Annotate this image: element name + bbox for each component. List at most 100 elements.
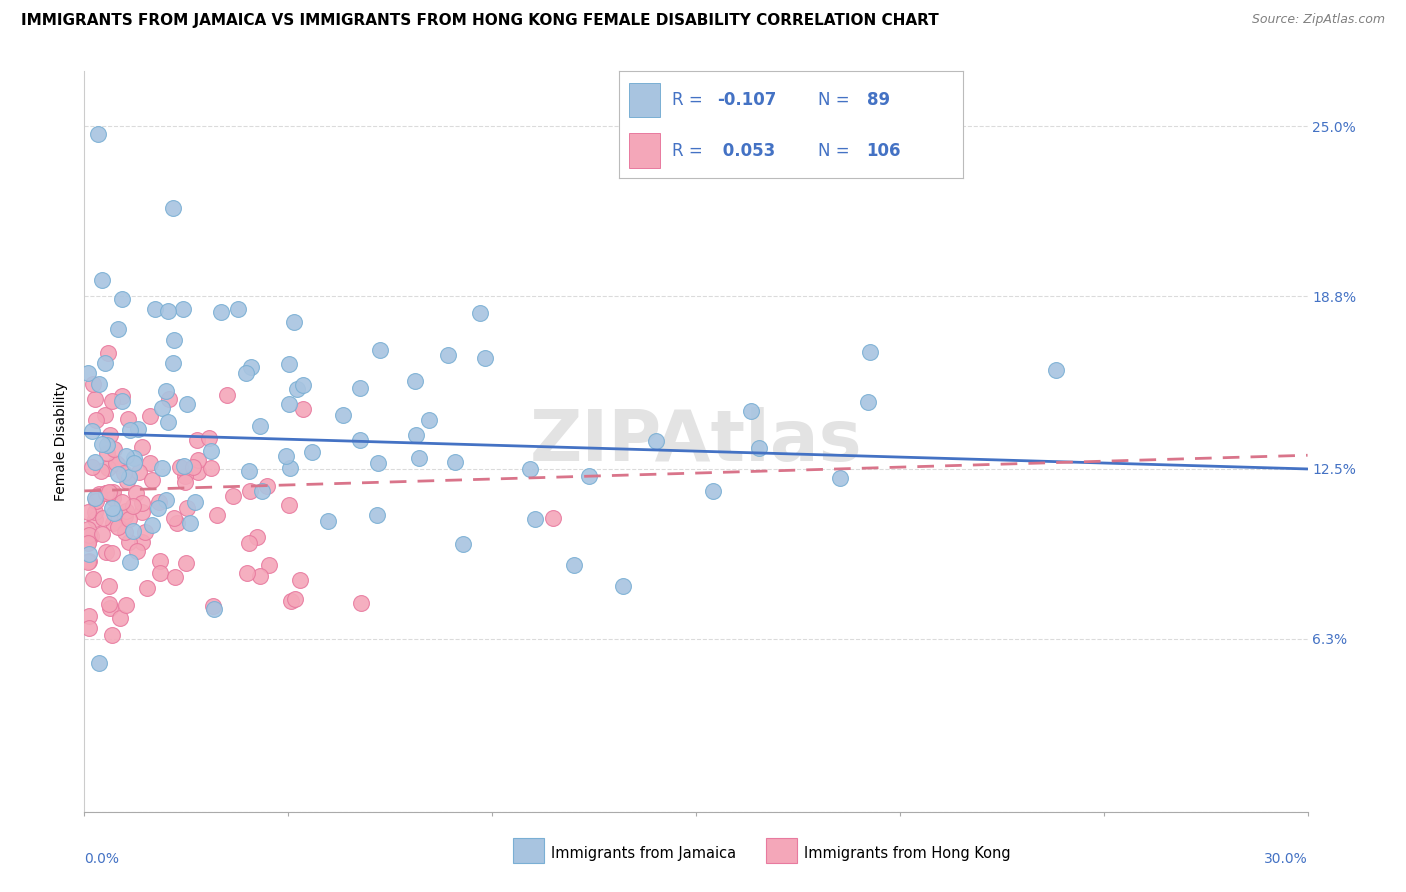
Point — [238, 464, 260, 478]
Point — [118, 470, 141, 484]
Point — [453, 537, 475, 551]
Point — [204, 602, 226, 616]
Point — [77, 555, 100, 569]
Point — [143, 302, 166, 317]
Point — [101, 485, 124, 500]
Point — [77, 547, 100, 561]
Point — [157, 392, 180, 407]
Point — [121, 499, 143, 513]
Point — [103, 442, 125, 456]
Point — [278, 357, 301, 371]
Bar — [628, 134, 659, 168]
Point — [436, 348, 458, 362]
Point — [250, 483, 273, 498]
Point — [444, 455, 467, 469]
Text: IMMIGRANTS FROM JAMAICA VS IMMIGRANTS FROM HONG KONG FEMALE DISABILITY CORRELATI: IMMIGRANTS FROM JAMAICA VS IMMIGRANTS FR… — [21, 13, 939, 29]
Point — [156, 304, 179, 318]
Point — [82, 377, 104, 392]
Point — [111, 393, 134, 408]
Point — [543, 511, 565, 525]
Point — [165, 570, 187, 584]
Point — [84, 512, 107, 526]
Text: 30.0%: 30.0% — [1264, 853, 1308, 866]
Y-axis label: Female Disability: Female Disability — [55, 382, 69, 501]
Point — [201, 599, 224, 614]
Point — [118, 555, 141, 569]
Point — [181, 460, 204, 475]
Point — [474, 351, 496, 365]
Point — [173, 475, 195, 489]
Point — [176, 501, 198, 516]
Point — [163, 511, 186, 525]
Point — [1045, 363, 1067, 377]
Point — [702, 484, 724, 499]
Point — [131, 505, 153, 519]
Point — [122, 524, 145, 539]
Point — [89, 656, 111, 670]
Point — [93, 408, 115, 422]
Point — [332, 409, 354, 423]
Point — [117, 535, 139, 549]
Point — [77, 505, 100, 519]
Point — [125, 486, 148, 500]
Point — [285, 383, 308, 397]
Point — [97, 578, 120, 592]
Point — [186, 433, 208, 447]
Point — [162, 202, 184, 216]
Text: 0.053: 0.053 — [717, 142, 775, 160]
Point — [349, 380, 371, 394]
Point — [283, 315, 305, 329]
Point — [198, 431, 221, 445]
Point — [280, 594, 302, 608]
Point — [740, 404, 762, 418]
Point — [111, 292, 134, 306]
Point — [96, 486, 118, 500]
Point — [131, 496, 153, 510]
Point — [284, 592, 307, 607]
Point — [105, 456, 128, 470]
Point — [209, 304, 232, 318]
Text: 89: 89 — [866, 91, 890, 109]
Point — [368, 343, 391, 357]
Point — [128, 466, 150, 480]
Point — [117, 411, 139, 425]
Point — [148, 495, 170, 509]
Point — [468, 306, 491, 320]
Point — [174, 469, 197, 483]
Point — [236, 566, 259, 580]
Point — [280, 461, 302, 475]
Point — [148, 501, 170, 516]
Point — [155, 493, 177, 508]
Point — [257, 558, 280, 572]
Point — [86, 413, 108, 427]
Point — [90, 437, 112, 451]
Text: ZIPAtlas: ZIPAtlas — [530, 407, 862, 476]
Point — [82, 425, 104, 439]
Point — [150, 401, 173, 416]
Point — [103, 516, 125, 531]
Point — [290, 573, 312, 587]
Point — [98, 428, 121, 442]
Point — [124, 450, 146, 465]
Point — [111, 389, 134, 403]
Text: 0.0%: 0.0% — [84, 853, 120, 866]
Point — [100, 393, 122, 408]
Point — [80, 529, 103, 543]
Point — [103, 491, 125, 505]
Point — [157, 415, 180, 429]
Point — [249, 419, 271, 434]
Point — [131, 440, 153, 454]
Point — [405, 427, 427, 442]
Point — [135, 581, 157, 595]
Point — [111, 495, 134, 509]
Text: N =: N = — [818, 142, 855, 160]
Point — [108, 611, 131, 625]
Point — [235, 367, 257, 381]
Point — [278, 498, 301, 512]
Text: R =: R = — [672, 91, 709, 109]
Point — [114, 524, 136, 539]
Point — [246, 530, 269, 544]
Point — [84, 494, 107, 508]
Point — [77, 366, 100, 380]
Point — [748, 442, 770, 456]
